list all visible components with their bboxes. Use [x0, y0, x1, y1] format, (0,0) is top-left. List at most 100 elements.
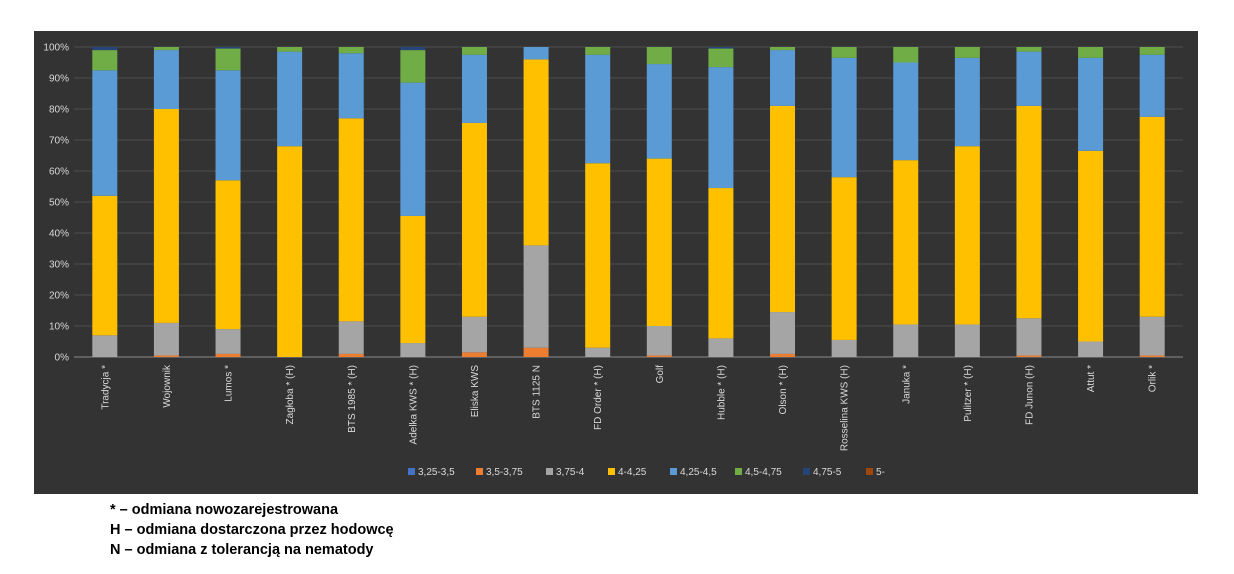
x-tick-label: Eliska KWS: [470, 365, 481, 418]
bar-segment: [1078, 150, 1104, 342]
bar-segment: [954, 146, 980, 325]
bar-segment: [1016, 355, 1042, 357]
x-tick-label: Zagłoba * (H): [285, 365, 296, 424]
bar-segment: [215, 47, 241, 49]
bar-segment: [770, 47, 796, 51]
bar-segment: [338, 321, 364, 354]
bar-segment: [461, 54, 487, 123]
bar-segment: [1078, 341, 1104, 357]
bar-segment: [338, 53, 364, 119]
footnotes: * – odmiana nowozarejestrowana H – odmia…: [110, 500, 394, 560]
bar-segment: [215, 70, 241, 181]
legend-swatch: [546, 468, 553, 475]
bar-segment: [893, 324, 919, 357]
bar-segment: [92, 47, 118, 51]
y-tick-label: 30%: [49, 260, 69, 271]
x-tick-label: BTS 1125 N: [532, 365, 543, 419]
bar-segment: [153, 322, 179, 356]
bar-segment: [954, 57, 980, 147]
y-tick-label: 60%: [49, 167, 69, 178]
bar-segment: [153, 109, 179, 323]
bar-segment: [585, 163, 611, 348]
bar-segment: [1016, 51, 1042, 106]
bar-segment: [831, 57, 857, 178]
bar-segment: [831, 339, 857, 357]
bar-segment: [954, 47, 980, 58]
footnote-nematode-tolerance: N – odmiana z tolerancją na nematody: [110, 542, 374, 558]
x-tick-label: Orlik *: [1148, 365, 1159, 392]
gridlines: [74, 46, 1183, 358]
y-tick-label: 100%: [43, 43, 69, 54]
bar-segment: [92, 335, 118, 357]
legend-swatch: [670, 468, 677, 475]
bar-segment: [1139, 116, 1165, 317]
bar-segment: [646, 158, 672, 326]
bar-segment: [1139, 54, 1165, 117]
bar-segment: [338, 47, 364, 54]
bar-segment: [215, 48, 241, 71]
bar-segment: [400, 215, 426, 344]
bar-segment: [523, 245, 549, 348]
bar-segment: [277, 47, 303, 52]
bar-segment: [585, 54, 611, 164]
bar-segment: [1139, 316, 1165, 356]
bar-segment: [585, 47, 611, 55]
x-tick-label: FD Order * (H): [593, 365, 604, 430]
y-tick-label: 40%: [49, 229, 69, 240]
bar-segment: [338, 353, 364, 357]
y-tick-label: 10%: [49, 322, 69, 333]
bar-segment: [646, 326, 672, 356]
legend-swatch: [476, 468, 483, 475]
bar-segment: [215, 329, 241, 354]
x-tick-label: Attut *: [1086, 365, 1097, 392]
legend-swatch: [408, 468, 415, 475]
bar-segment: [1139, 47, 1165, 55]
bar-segment: [277, 51, 303, 147]
y-tick-label: 0%: [55, 353, 70, 364]
bar-segment: [400, 343, 426, 357]
bar-segment: [92, 195, 118, 336]
bar-segment: [708, 67, 734, 189]
footnote-breeder-supplied: H – odmiana dostarczona przez hodowcę: [110, 522, 394, 538]
y-tick-label: 90%: [49, 74, 69, 85]
bar-segment: [153, 355, 179, 357]
bar-segment: [893, 47, 919, 63]
bar-segment: [461, 47, 487, 55]
bar-segment: [461, 352, 487, 357]
y-tick-label: 20%: [49, 291, 69, 302]
x-tick-label: Olson * (H): [778, 365, 789, 414]
bar-segment: [92, 70, 118, 196]
legend-label: 4,5-4,75: [745, 467, 782, 478]
x-tick-label: Tradycja *: [100, 365, 111, 410]
x-tick-label: Hubble * (H): [716, 365, 727, 420]
legend-label: 3,25-3,5: [418, 467, 455, 478]
bar-segment: [1078, 47, 1104, 58]
bar-segment: [461, 316, 487, 353]
x-tick-label: Pulitzer * (H): [963, 365, 974, 422]
x-tick-label: BTS 1985 * (H): [347, 365, 358, 433]
bar-segment: [585, 347, 611, 357]
legend-swatch: [866, 468, 873, 475]
legend-label: 3,75-4: [556, 467, 585, 478]
x-axis-ticks: Tradycja * Wojownik Lumos * Zagłoba * (H) BT…: [100, 364, 1158, 451]
bar-segment: [400, 82, 426, 216]
y-tick-label: 50%: [49, 198, 69, 209]
bar-segment: [831, 47, 857, 58]
bar-segment: [338, 118, 364, 322]
legend-label: 4-4,25: [618, 467, 647, 478]
bars: [92, 47, 1165, 357]
bar-segment: [893, 160, 919, 325]
bar-segment: [770, 50, 796, 106]
bar-segment: [1016, 318, 1042, 356]
bar-segment: [153, 50, 179, 109]
stacked-bar-chart: 0% 10% 20% 30% 40% 50% 60% 70% 80% 90% 100% Tradyc…: [43, 43, 1183, 478]
bar-segment: [708, 48, 734, 68]
legend-label: 4,25-4,5: [680, 467, 717, 478]
legend-label: 5-: [876, 467, 885, 478]
x-tick-label: Rosselina KWS (H): [840, 365, 851, 451]
bar-segment: [646, 355, 672, 357]
bar-segment: [954, 324, 980, 357]
bar-segment: [646, 64, 672, 159]
bar-segment: [646, 47, 672, 65]
x-tick-label: Wojownik: [162, 364, 173, 408]
